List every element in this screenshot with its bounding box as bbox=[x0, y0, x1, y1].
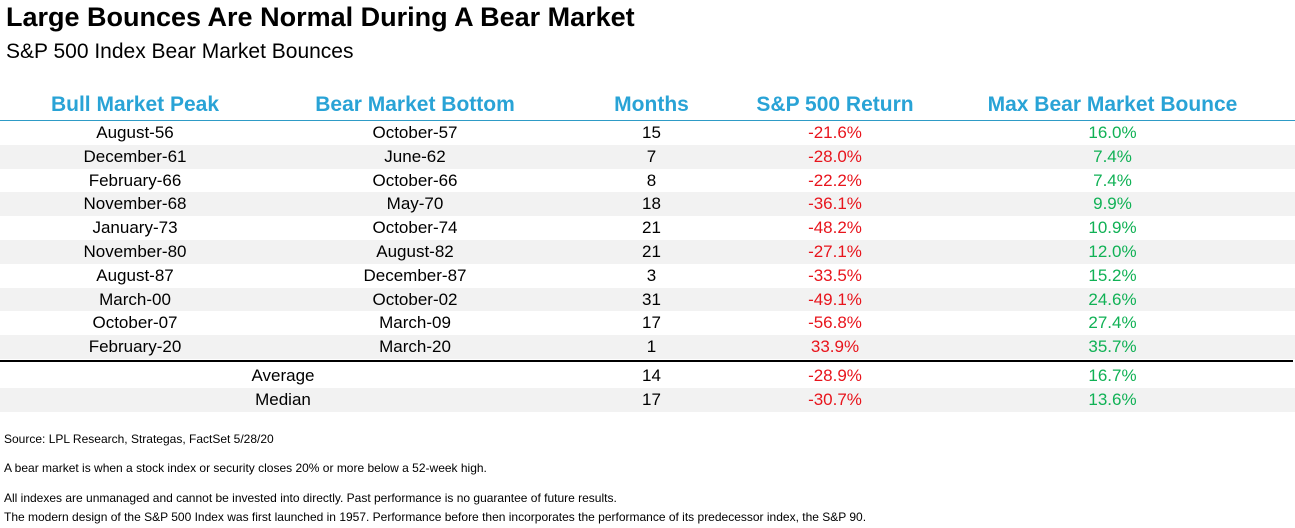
cell-bottom: December-87 bbox=[363, 265, 467, 285]
cell-peak: November-80 bbox=[83, 241, 187, 261]
table-row: August-56 October-57 15 -21.6% 16.0% bbox=[0, 121, 1295, 145]
cell-months: 1 bbox=[646, 337, 657, 357]
footnote-history: The modern design of the S&P 500 Index w… bbox=[4, 510, 867, 524]
cell-peak: January-73 bbox=[92, 218, 178, 238]
bear-market-table: Bull Market Peak Bear Market Bottom Mont… bbox=[0, 90, 1295, 412]
table-row: February-20 March-20 1 33.9% 35.7% bbox=[0, 335, 1295, 359]
summary-months: 14 bbox=[642, 365, 661, 385]
summary-bounce: 13.6% bbox=[1088, 389, 1137, 409]
cell-bounce: 16.0% bbox=[1088, 123, 1137, 142]
cell-bottom: June-62 bbox=[384, 146, 446, 166]
cell-bounce: 10.9% bbox=[1088, 218, 1137, 238]
header-months: Months bbox=[614, 93, 689, 116]
cell-months: 8 bbox=[646, 170, 657, 190]
footnote-source: Source: LPL Research, Strategas, FactSet… bbox=[4, 432, 274, 446]
table-row: August-87 December-87 3 -33.5% 15.2% bbox=[0, 264, 1295, 288]
cell-months: 17 bbox=[642, 313, 661, 333]
cell-months: 7 bbox=[646, 146, 657, 166]
header-bull-market-peak: Bull Market Peak bbox=[50, 93, 220, 116]
cell-months: 21 bbox=[642, 241, 661, 261]
table-row: November-68 May-70 18 -36.1% 9.9% bbox=[0, 192, 1295, 217]
summary-return: -28.9% bbox=[808, 365, 862, 385]
cell-return: -21.6% bbox=[808, 123, 862, 142]
cell-return: 33.9% bbox=[810, 337, 860, 357]
summary-bounce: 16.7% bbox=[1088, 365, 1137, 385]
cell-bounce: 9.9% bbox=[1093, 194, 1132, 214]
summary-months: 17 bbox=[642, 389, 661, 409]
table-header: Bull Market Peak Bear Market Bottom Mont… bbox=[0, 90, 1295, 121]
cell-months: 18 bbox=[642, 194, 661, 214]
table-row: November-80 August-82 21 -27.1% 12.0% bbox=[0, 239, 1295, 264]
cell-months: 31 bbox=[642, 289, 661, 309]
cell-bottom: May-70 bbox=[386, 194, 444, 214]
footnote-disclaimer: All indexes are unmanaged and cannot be … bbox=[4, 491, 617, 505]
cell-return: -49.1% bbox=[808, 289, 862, 309]
summary-row-average: Average 14 -28.9% 16.7% bbox=[0, 364, 1295, 388]
cell-return: -56.8% bbox=[808, 313, 862, 333]
cell-peak: December-61 bbox=[83, 146, 187, 166]
table-row: January-73 October-74 21 -48.2% 10.9% bbox=[0, 216, 1295, 240]
cell-bounce: 24.6% bbox=[1088, 289, 1137, 309]
cell-peak: March-00 bbox=[99, 289, 171, 309]
cell-return: -48.2% bbox=[808, 218, 862, 238]
header-max-bounce: Max Bear Market Bounce bbox=[987, 93, 1238, 116]
summary-return: -30.7% bbox=[808, 389, 862, 409]
cell-return: -27.1% bbox=[808, 241, 862, 261]
cell-peak: November-68 bbox=[83, 194, 187, 214]
header-bear-market-bottom: Bear Market Bottom bbox=[315, 93, 515, 116]
summary-label: Average bbox=[251, 365, 315, 385]
table-row: October-07 March-09 17 -56.8% 27.4% bbox=[0, 311, 1295, 335]
cell-bounce: 15.2% bbox=[1088, 265, 1137, 285]
table-row: March-00 October-02 31 -49.1% 24.6% bbox=[0, 287, 1295, 312]
footnote-definition: A bear market is when a stock index or s… bbox=[4, 461, 487, 475]
cell-return: -33.5% bbox=[808, 265, 862, 285]
cell-bottom: August-82 bbox=[376, 241, 454, 261]
cell-bottom: March-20 bbox=[379, 337, 451, 357]
cell-peak: February-20 bbox=[88, 337, 182, 357]
cell-bottom: October-02 bbox=[372, 289, 458, 309]
cell-bounce: 12.0% bbox=[1088, 241, 1137, 261]
cell-peak: February-66 bbox=[88, 170, 182, 190]
cell-bounce: 35.7% bbox=[1088, 337, 1137, 357]
cell-months: 21 bbox=[642, 218, 661, 238]
cell-months: 15 bbox=[642, 123, 661, 142]
cell-bounce: 7.4% bbox=[1093, 146, 1132, 166]
cell-bounce: 7.4% bbox=[1093, 170, 1132, 190]
cell-return: -28.0% bbox=[808, 146, 862, 166]
cell-peak: August-56 bbox=[96, 123, 174, 142]
summary-label: Median bbox=[255, 389, 311, 409]
table-row: December-61 June-62 7 -28.0% 7.4% bbox=[0, 144, 1295, 169]
cell-months: 3 bbox=[646, 265, 657, 285]
cell-bottom: October-74 bbox=[372, 218, 458, 238]
cell-peak: August-87 bbox=[96, 265, 174, 285]
summary-divider bbox=[0, 359, 1293, 362]
cell-peak: October-07 bbox=[92, 313, 178, 333]
header-sp500-return: S&P 500 Return bbox=[756, 93, 914, 116]
cell-bottom: March-09 bbox=[379, 313, 451, 333]
cell-bottom: October-66 bbox=[372, 170, 458, 190]
page-title: Large Bounces Are Normal During A Bear M… bbox=[6, 2, 635, 32]
page-subtitle: S&P 500 Index Bear Market Bounces bbox=[6, 40, 354, 63]
table-row: February-66 October-66 8 -22.2% 7.4% bbox=[0, 169, 1295, 193]
cell-return: -36.1% bbox=[808, 194, 862, 214]
cell-bounce: 27.4% bbox=[1088, 313, 1137, 333]
summary-row-median: Median 17 -30.7% 13.6% bbox=[0, 387, 1295, 412]
cell-bottom: October-57 bbox=[372, 123, 458, 142]
cell-return: -22.2% bbox=[808, 170, 862, 190]
